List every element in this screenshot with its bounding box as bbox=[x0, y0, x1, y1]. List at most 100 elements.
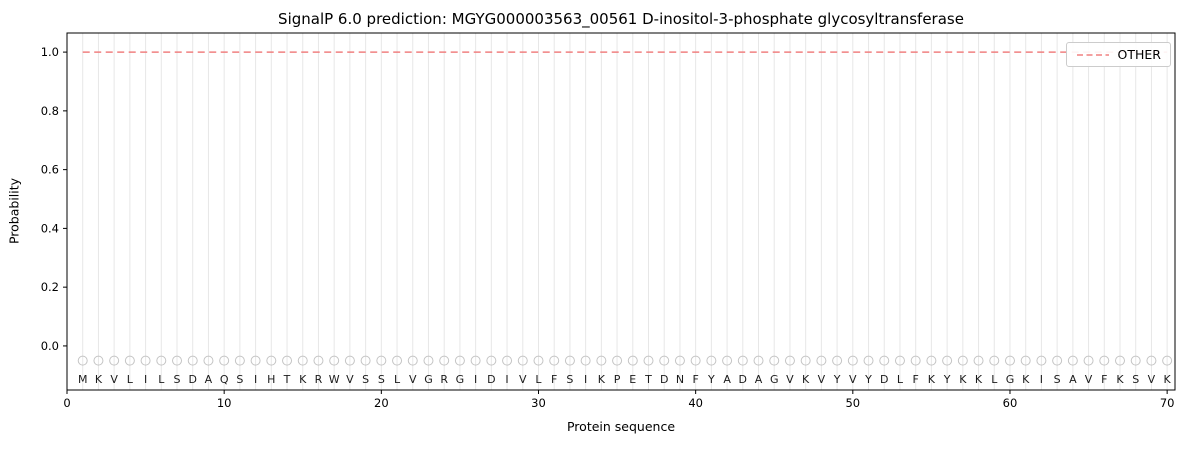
residue-letter: I bbox=[474, 373, 477, 386]
residue-letter: V bbox=[346, 373, 354, 386]
residue-letter: L bbox=[127, 373, 134, 386]
x-tick-label: 60 bbox=[1003, 396, 1018, 410]
legend-dashed-line-icon bbox=[1076, 53, 1109, 56]
residue-letter: K bbox=[1116, 373, 1124, 386]
residue-letter: D bbox=[487, 373, 495, 386]
residue-marker bbox=[250, 355, 261, 366]
legend-label: OTHER bbox=[1117, 47, 1161, 62]
residue-marker bbox=[549, 355, 560, 366]
x-tick-label: 0 bbox=[63, 396, 70, 410]
residue-letter: S bbox=[1054, 373, 1061, 386]
y-tick-label: 1.0 bbox=[41, 45, 59, 59]
residue-marker bbox=[1067, 355, 1078, 366]
residue-marker bbox=[847, 355, 858, 366]
residue-marker bbox=[439, 355, 450, 366]
residue-marker bbox=[156, 355, 167, 366]
residue-letter: V bbox=[849, 373, 857, 386]
residue-letter: K bbox=[959, 373, 967, 386]
residue-marker bbox=[580, 355, 591, 366]
residue-letter: K bbox=[1164, 373, 1172, 386]
residue-marker bbox=[423, 355, 434, 366]
residue-marker bbox=[737, 355, 748, 366]
residue-letter: A bbox=[205, 373, 213, 386]
residue-letter: D bbox=[660, 373, 668, 386]
residue-letter: F bbox=[551, 373, 557, 386]
chart-title: SignalP 6.0 prediction: MGYG000003563_00… bbox=[278, 10, 964, 28]
residue-letter: R bbox=[315, 373, 323, 386]
residue-marker bbox=[816, 355, 827, 366]
residue-letter: Y bbox=[833, 373, 841, 386]
residue-marker bbox=[910, 355, 921, 366]
residue-letter: Y bbox=[864, 373, 872, 386]
y-tick-label: 0.0 bbox=[41, 339, 59, 353]
residue-letter: D bbox=[188, 373, 196, 386]
x-tick-label: 40 bbox=[688, 396, 703, 410]
residue-letter: V bbox=[786, 373, 794, 386]
residue-marker bbox=[564, 355, 575, 366]
residue-letter: F bbox=[913, 373, 919, 386]
residue-letter: I bbox=[144, 373, 147, 386]
residue-marker bbox=[360, 355, 371, 366]
residue-marker bbox=[77, 355, 88, 366]
residue-marker bbox=[1020, 355, 1031, 366]
residue-letter: L bbox=[991, 373, 998, 386]
residue-letter: K bbox=[975, 373, 983, 386]
residue-letter: N bbox=[676, 373, 684, 386]
residue-letter: V bbox=[818, 373, 826, 386]
residue-marker bbox=[140, 355, 151, 366]
residue-letter: H bbox=[267, 373, 275, 386]
residue-marker bbox=[1146, 355, 1157, 366]
residue-marker bbox=[894, 355, 905, 366]
residue-letter: A bbox=[1069, 373, 1077, 386]
residue-letter: F bbox=[692, 373, 698, 386]
residue-letter: D bbox=[739, 373, 747, 386]
residue-letter: I bbox=[1040, 373, 1043, 386]
residue-marker bbox=[753, 355, 764, 366]
residue-marker bbox=[219, 355, 230, 366]
residue-letter: S bbox=[362, 373, 369, 386]
residue-letter: I bbox=[584, 373, 587, 386]
residue-letter: S bbox=[174, 373, 181, 386]
residue-marker bbox=[800, 355, 811, 366]
residue-letter: Y bbox=[943, 373, 951, 386]
residue-marker bbox=[674, 355, 685, 366]
residue-marker bbox=[863, 355, 874, 366]
residue-marker bbox=[344, 355, 355, 366]
residue-marker bbox=[329, 355, 340, 366]
residue-marker bbox=[879, 355, 890, 366]
residue-letter: F bbox=[1101, 373, 1107, 386]
residue-marker bbox=[1130, 355, 1141, 366]
x-axis-label: Protein sequence bbox=[566, 419, 676, 434]
residue-marker bbox=[784, 355, 795, 366]
x-tick-label: 30 bbox=[531, 396, 546, 410]
residue-marker bbox=[517, 355, 528, 366]
residue-letter: K bbox=[299, 373, 307, 386]
residue-marker bbox=[470, 355, 481, 366]
residue-letter: T bbox=[644, 373, 652, 386]
residue-letter: A bbox=[755, 373, 763, 386]
residue-marker bbox=[502, 355, 513, 366]
residue-marker bbox=[533, 355, 544, 366]
residue-marker bbox=[643, 355, 654, 366]
residue-marker bbox=[627, 355, 638, 366]
plot-frame bbox=[66, 32, 1176, 391]
residue-marker bbox=[1099, 355, 1110, 366]
x-tick-label: 70 bbox=[1160, 396, 1175, 410]
residue-marker bbox=[93, 355, 104, 366]
residue-letter: G bbox=[424, 373, 433, 386]
residue-letter: V bbox=[409, 373, 417, 386]
residue-letter: V bbox=[519, 373, 527, 386]
residue-marker bbox=[266, 355, 277, 366]
residue-letter: G bbox=[456, 373, 465, 386]
residue-letter: E bbox=[629, 373, 636, 386]
residue-letter: S bbox=[236, 373, 243, 386]
residue-marker bbox=[690, 355, 701, 366]
residue-marker bbox=[1083, 355, 1094, 366]
residue-marker bbox=[706, 355, 717, 366]
residue-letter: P bbox=[614, 373, 621, 386]
residue-letter: S bbox=[566, 373, 573, 386]
x-tick-label: 10 bbox=[217, 396, 232, 410]
residue-marker bbox=[722, 355, 733, 366]
residue-marker bbox=[957, 355, 968, 366]
